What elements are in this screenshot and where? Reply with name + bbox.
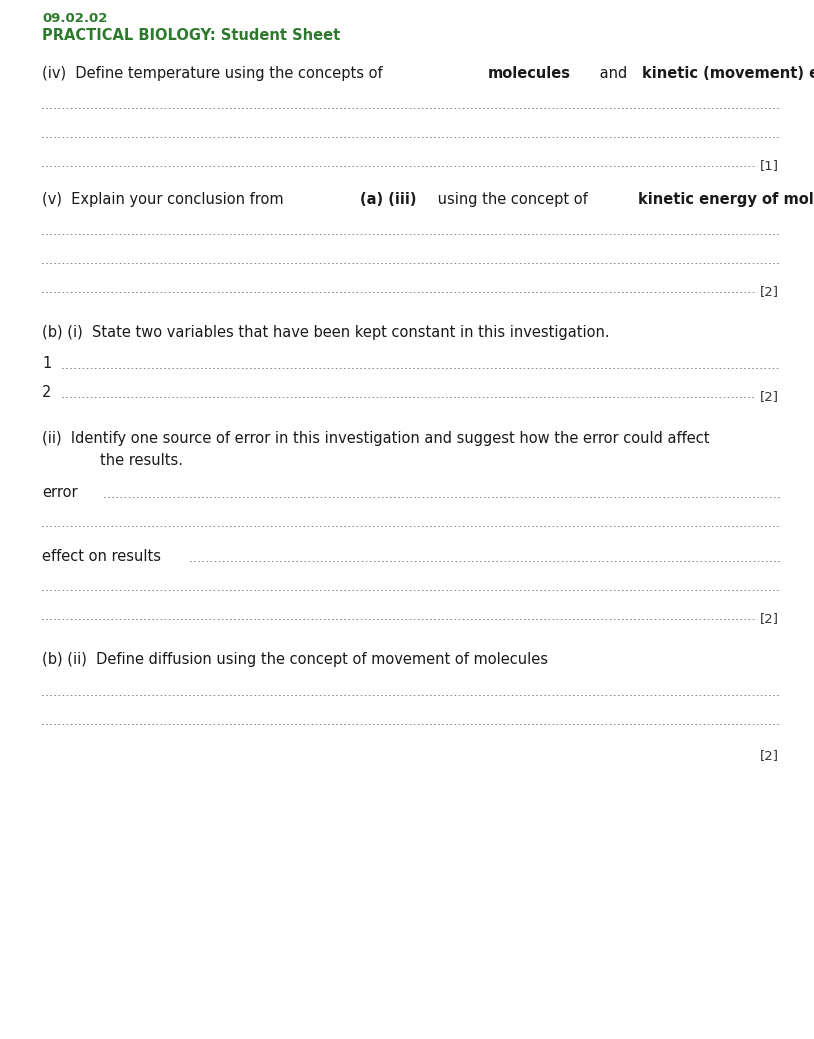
Text: (a) (iii): (a) (iii)	[360, 191, 416, 207]
Text: [2]: [2]	[760, 749, 779, 762]
Text: kinetic energy of molecules: kinetic energy of molecules	[638, 191, 814, 207]
Text: [1]: [1]	[760, 159, 779, 172]
Text: 1: 1	[42, 355, 51, 371]
Text: [2]: [2]	[760, 390, 779, 403]
Text: (v)  Explain your conclusion from: (v) Explain your conclusion from	[42, 191, 288, 207]
Text: (iv)  Define temperature using the concepts of: (iv) Define temperature using the concep…	[42, 65, 387, 80]
Text: using the concept of: using the concept of	[433, 191, 592, 207]
Text: molecules: molecules	[488, 65, 571, 80]
Text: [2]: [2]	[760, 613, 779, 625]
Text: the results.: the results.	[100, 453, 183, 468]
Text: and: and	[594, 65, 632, 80]
Text: kinetic (movement) energy: kinetic (movement) energy	[642, 65, 814, 80]
Text: (b) (ii)  Define diffusion using the concept of movement of molecules: (b) (ii) Define diffusion using the conc…	[42, 652, 548, 667]
Text: (ii)  Identify one source of error in this investigation and suggest how the err: (ii) Identify one source of error in thi…	[42, 430, 710, 446]
Text: 2: 2	[42, 384, 51, 400]
Text: [2]: [2]	[760, 285, 779, 298]
Text: effect on results: effect on results	[42, 549, 161, 564]
Text: (b) (i)  State two variables that have been kept constant in this investigation.: (b) (i) State two variables that have be…	[42, 324, 610, 340]
Text: error: error	[42, 485, 77, 500]
Text: PRACTICAL BIOLOGY: Student Sheet: PRACTICAL BIOLOGY: Student Sheet	[42, 27, 340, 43]
Text: 09.02.02: 09.02.02	[42, 12, 107, 25]
